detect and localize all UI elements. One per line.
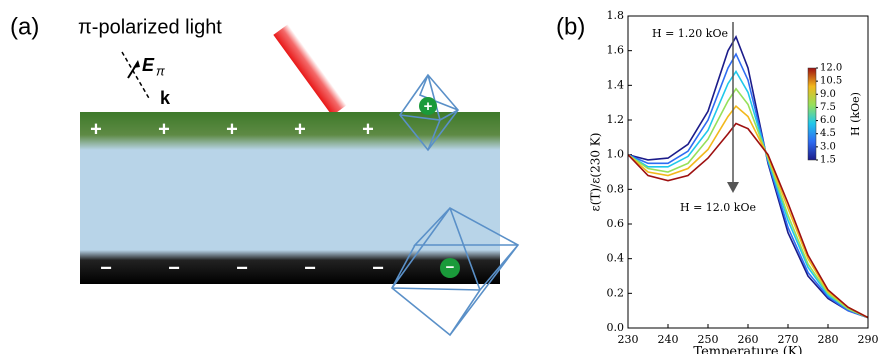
series-line: [627, 69, 869, 319]
y-tick-label: 1.8: [607, 9, 625, 22]
k-line: [121, 51, 151, 101]
x-tick-label: 280: [818, 333, 839, 346]
x-tick-label: 260: [738, 333, 759, 346]
octahedron-top: [399, 73, 460, 152]
charge: +: [294, 118, 306, 140]
ion: [419, 97, 437, 115]
y-tick-label: 0.0: [607, 321, 625, 334]
panel-label: (a): [10, 13, 39, 40]
slab: [80, 150, 500, 250]
bottom-layer: [80, 250, 500, 284]
y-tick-label: 0.8: [607, 182, 625, 195]
charge: +: [226, 118, 238, 140]
series-line: [627, 122, 869, 319]
panel-a: (a) π-polarized light E π k: [10, 13, 520, 337]
wavevector: k: [160, 88, 171, 108]
y-tick-label: 0.4: [607, 252, 625, 265]
light-beam: [273, 24, 347, 116]
x-axis-label: Temperature (K): [693, 345, 802, 354]
top-layer: [80, 112, 500, 150]
colorbar-tick-label: 9.0: [820, 89, 836, 100]
colorbar-tick-label: 4.5: [820, 128, 836, 139]
ion: [440, 258, 460, 278]
colorbar-tick-label: 6.0: [820, 115, 836, 126]
ion-sign: +: [424, 98, 433, 115]
colorbar-tick-label: 10.5: [820, 76, 842, 87]
x-tick-label: 240: [658, 333, 679, 346]
colorbar-tick-label: 7.5: [820, 102, 836, 113]
charge: +: [158, 118, 170, 140]
panel-label: (b): [556, 13, 585, 40]
y-axis-label: ε(T)/ε(230 K): [589, 133, 603, 212]
y-tick-label: 0.6: [607, 217, 625, 230]
field-sub: π: [156, 63, 165, 78]
light-label: π-polarized light: [78, 16, 222, 38]
y-tick-label: 0.2: [607, 286, 625, 299]
y-tick-label: 1.6: [607, 44, 625, 57]
colorbar-label: H (kOe): [849, 92, 862, 136]
x-tick-label: 270: [778, 333, 799, 346]
charge: −: [236, 257, 248, 279]
octahedron-bottom: [390, 206, 520, 337]
colorbar-tick-label: 3.0: [820, 141, 836, 152]
annotation: H = 12.0 kOe: [680, 201, 756, 214]
x-tick-label: 250: [698, 333, 719, 346]
charge: +: [90, 118, 102, 140]
series-line: [627, 52, 869, 319]
plot-frame: [627, 15, 869, 329]
series-line: [627, 34, 869, 319]
x-tick-label: 290: [858, 333, 878, 346]
ion-sign: −: [446, 259, 455, 276]
charge: −: [304, 257, 316, 279]
y-tick-label: 1.0: [607, 148, 625, 161]
arrow-head: [727, 182, 739, 193]
charge: −: [372, 257, 384, 279]
colorbar-tick-label: 12.0: [820, 63, 842, 74]
series-line: [627, 104, 869, 319]
charge: −: [100, 257, 112, 279]
annotation: H = 1.20 kOe: [652, 27, 728, 40]
charge: −: [168, 257, 180, 279]
y-tick-label: 1.4: [607, 78, 625, 91]
charge: +: [362, 118, 374, 140]
colorbar: [807, 67, 817, 161]
field-label: E: [142, 55, 155, 75]
colorbar-tick-label: 1.5: [820, 155, 836, 166]
y-tick-label: 1.2: [607, 113, 625, 126]
series-line: [627, 87, 869, 319]
x-tick-label: 230: [618, 333, 639, 346]
